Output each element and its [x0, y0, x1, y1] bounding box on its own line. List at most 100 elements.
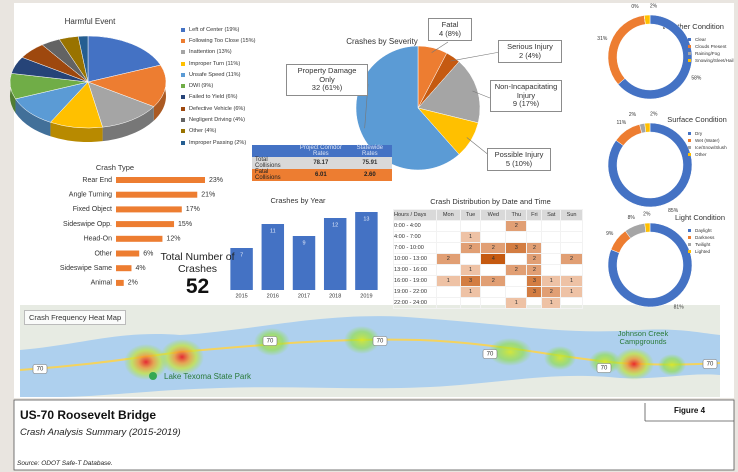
row-label: Total Collisions	[252, 157, 294, 169]
heat-cell: 1	[542, 298, 561, 309]
heat-cell	[437, 298, 461, 309]
heat-spot	[160, 339, 204, 375]
value-label: 12%	[166, 236, 180, 243]
legend-label: Snowing/Sleet/Hail	[695, 58, 734, 63]
legend-entry: Unsafe Speed (11%)	[181, 69, 255, 80]
legend-swatch	[688, 139, 691, 142]
heat-cell: 2	[481, 276, 506, 287]
value-label: 2%	[629, 112, 637, 118]
total-value: 52	[150, 275, 245, 299]
value-label: 23%	[209, 177, 223, 184]
value-label: 9 (17%)	[494, 100, 558, 109]
route-label: 70	[267, 339, 274, 345]
heat-cell	[527, 298, 542, 309]
rates-row: Total Collisions 78.17 75.91	[252, 157, 392, 169]
bar	[116, 192, 197, 198]
legend-swatch	[181, 141, 185, 145]
legend-swatch	[688, 236, 691, 239]
legend-entry: Clouds Present	[688, 43, 734, 50]
heat-cell	[481, 265, 506, 276]
heat-cell	[527, 232, 542, 243]
legend-label: Twilight	[695, 242, 710, 247]
legend-label: Other	[695, 152, 707, 157]
rate: 6.01	[294, 169, 348, 181]
park-pin	[149, 372, 157, 380]
row-label: 22:00 - 24:00	[394, 298, 437, 309]
legend-swatch	[688, 153, 691, 156]
legend-swatch	[181, 107, 185, 111]
legend-entry: Defective Vehicle (6%)	[181, 103, 255, 114]
heat-cell: 2	[542, 287, 561, 298]
legend-entry: Improper Passing (2%)	[181, 137, 255, 148]
value-label: 11%	[617, 120, 627, 126]
legend-swatch	[181, 118, 185, 122]
header-cell: Mon	[437, 210, 461, 221]
legend-entry: Snowing/Sleet/Hail	[688, 57, 734, 64]
row-label: Fatal Collisions	[252, 169, 294, 181]
header-cell: Statewide Rates	[348, 145, 392, 157]
heat-cell: 1	[542, 276, 561, 287]
legend-entry: DWI (9%)	[181, 80, 255, 91]
heat-cell	[506, 254, 527, 265]
legend-entry: Darkness	[688, 234, 714, 241]
legend-swatch	[688, 45, 691, 48]
legend-entry: Following Too Close (15%)	[181, 35, 255, 46]
value-label: 5 (10%)	[491, 160, 547, 169]
source: Source: ODOT Safe-T Database.	[17, 460, 113, 467]
legend-swatch	[181, 129, 185, 133]
value-label: 21%	[201, 192, 215, 199]
legend-entry: Other	[688, 151, 727, 158]
data-row: 4:00 - 7:001	[394, 232, 583, 243]
data-row: 22:00 - 24:0011	[394, 298, 583, 309]
legend-label: Left of Center (19%)	[189, 27, 239, 33]
heat-cell	[460, 221, 481, 232]
header-cell: Thu	[506, 210, 527, 221]
value-label: 81%	[674, 305, 685, 311]
heat-cell: 1	[437, 276, 461, 287]
legend-swatch	[688, 59, 691, 62]
x-tick-label: 2016	[267, 293, 279, 299]
legend-entry: Clear	[688, 36, 734, 43]
heat-cell	[437, 232, 461, 243]
legend-label: Raining/Fog	[695, 51, 720, 56]
row-label: 10:00 - 13:00	[394, 254, 437, 265]
heat-cell	[527, 221, 542, 232]
route-label: 70	[707, 362, 714, 368]
value-label: 8%	[628, 215, 636, 221]
total-label: Total Number of Crashes	[150, 251, 245, 275]
x-tick-label: 2017	[298, 293, 310, 299]
chart: 707070707070 Harmful EventCrashes by Sev…	[0, 0, 738, 472]
legend-swatch	[688, 52, 691, 55]
legend-swatch	[688, 38, 691, 41]
legend-label: Clear	[695, 37, 706, 42]
category-label: Other	[94, 250, 112, 257]
legend-entry: Ice/Snow/Slush	[688, 144, 727, 151]
value-label: 9	[302, 240, 305, 246]
heat-cell: 2	[561, 254, 583, 265]
value-label: 11	[270, 228, 276, 234]
legend: ClearClouds PresentRaining/Fog Snowing/Sl…	[688, 36, 734, 64]
legend-entry: Dry	[688, 130, 727, 137]
donut-slice	[644, 15, 650, 24]
legend-label: Darkness	[695, 235, 714, 240]
row-label: 7:00 - 10:00	[394, 243, 437, 254]
legend-entry: Negligent Driving (4%)	[181, 114, 255, 125]
data-row: 13:00 - 16:00122	[394, 265, 583, 276]
heat-cell	[561, 232, 583, 243]
legend-label: DWI (9%)	[189, 83, 213, 89]
distribution-title: Crash Distribution by Date and Time	[393, 197, 588, 206]
legend-label: Following Too Close (15%)	[189, 38, 255, 44]
legend-entry: Other (4%)	[181, 126, 255, 137]
heat-cell: 2	[527, 265, 542, 276]
footer-subtitle: Crash Analysis Summary (2015-2019)	[20, 427, 181, 438]
heat-cell	[460, 254, 481, 265]
heat-cell	[460, 298, 481, 309]
bar	[116, 251, 139, 257]
value-label: 9%	[606, 231, 614, 237]
category-label: Sideswipe Same	[60, 265, 112, 272]
heat-cell: 3	[527, 287, 542, 298]
heat-cell	[542, 254, 561, 265]
